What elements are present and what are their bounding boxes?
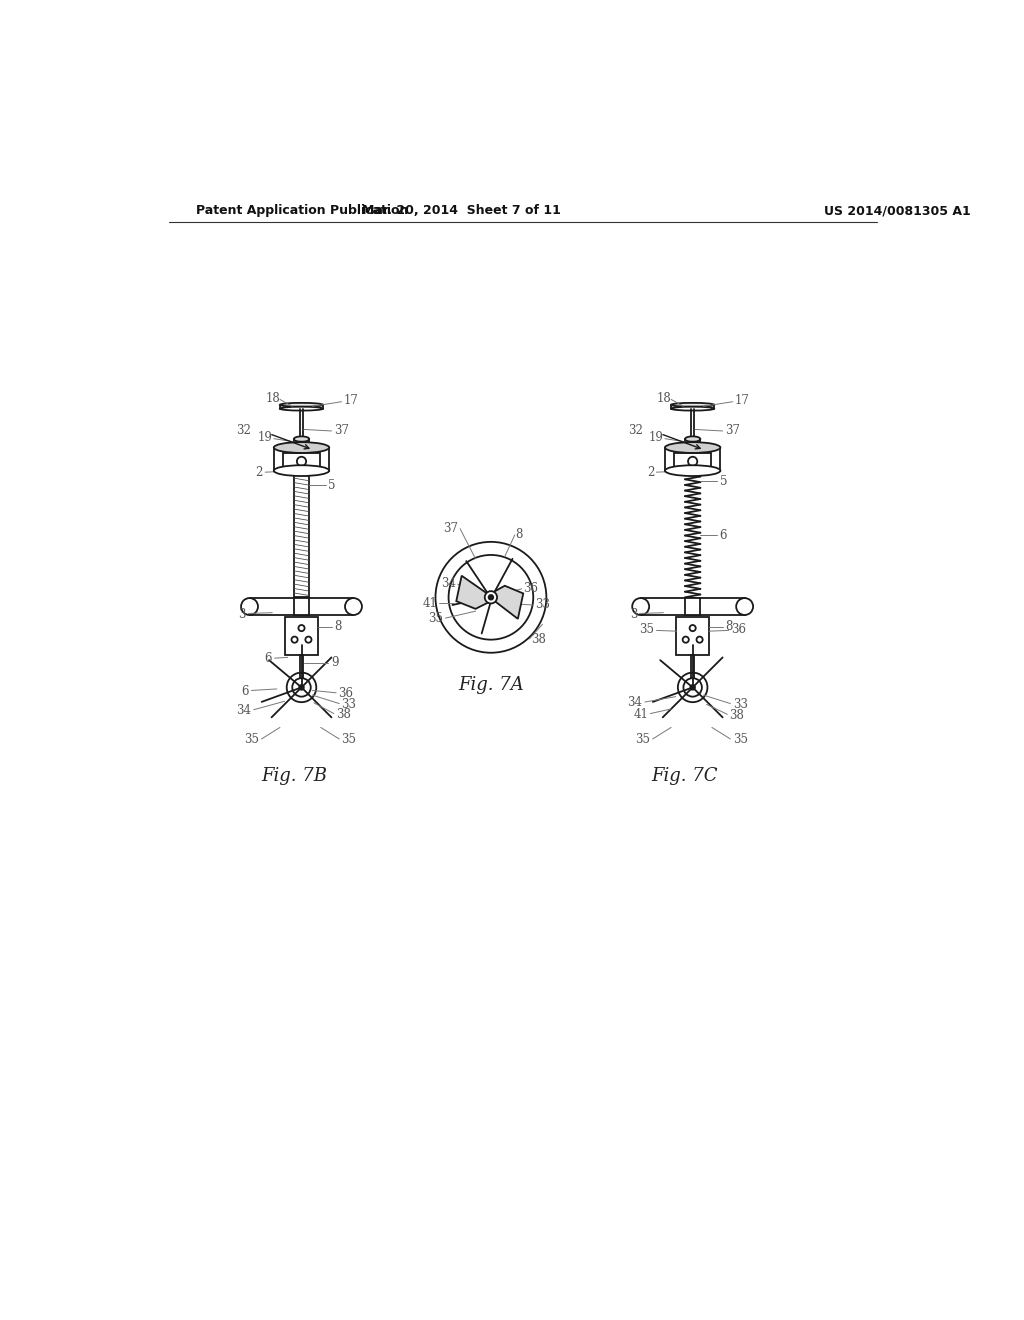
Text: 19: 19 — [648, 432, 664, 445]
Text: 8: 8 — [515, 528, 523, 541]
Text: US 2014/0081305 A1: US 2014/0081305 A1 — [823, 205, 971, 218]
Ellipse shape — [685, 437, 700, 442]
Text: 32: 32 — [628, 424, 643, 437]
Text: 8: 8 — [725, 620, 732, 634]
Text: Fig. 7C: Fig. 7C — [651, 767, 718, 785]
Text: 38: 38 — [336, 708, 351, 721]
Ellipse shape — [685, 442, 700, 447]
Text: 17: 17 — [735, 395, 750, 408]
Circle shape — [690, 685, 695, 689]
Text: 33: 33 — [342, 698, 356, 711]
Text: Mar. 20, 2014  Sheet 7 of 11: Mar. 20, 2014 Sheet 7 of 11 — [362, 205, 561, 218]
Text: 2: 2 — [256, 466, 263, 479]
Text: 35: 35 — [428, 612, 443, 626]
Ellipse shape — [345, 598, 361, 615]
Text: 38: 38 — [531, 634, 546, 647]
Text: 18: 18 — [656, 392, 671, 405]
Text: Patent Application Publication: Patent Application Publication — [196, 205, 409, 218]
Text: 41: 41 — [422, 597, 437, 610]
Text: 5: 5 — [329, 479, 336, 492]
Text: Fig. 7B: Fig. 7B — [261, 767, 327, 785]
Circle shape — [435, 541, 547, 652]
Text: 9: 9 — [331, 656, 338, 669]
Text: 35: 35 — [244, 733, 259, 746]
Ellipse shape — [665, 442, 720, 453]
Text: 34: 34 — [441, 577, 457, 590]
Ellipse shape — [632, 598, 649, 615]
Text: 6: 6 — [720, 529, 727, 541]
Circle shape — [484, 591, 497, 603]
Bar — [677, 616, 709, 655]
Ellipse shape — [294, 437, 309, 442]
Circle shape — [689, 626, 695, 631]
Circle shape — [299, 685, 304, 689]
Bar — [250, 598, 353, 615]
Circle shape — [488, 595, 494, 599]
Text: 5: 5 — [720, 475, 727, 488]
Bar — [294, 474, 309, 597]
Ellipse shape — [273, 465, 330, 477]
Circle shape — [683, 636, 689, 643]
Text: Fig. 7A: Fig. 7A — [458, 676, 524, 694]
Text: 8: 8 — [334, 620, 341, 634]
Ellipse shape — [671, 407, 714, 411]
Text: 3: 3 — [630, 607, 637, 620]
Text: 41: 41 — [633, 708, 648, 721]
Text: 37: 37 — [725, 425, 740, 437]
Text: 34: 34 — [237, 704, 252, 717]
Text: 37: 37 — [334, 425, 349, 437]
Ellipse shape — [665, 465, 720, 477]
Bar — [685, 598, 700, 615]
Text: 32: 32 — [237, 424, 252, 437]
Bar — [286, 616, 317, 655]
Ellipse shape — [273, 442, 330, 453]
Bar — [283, 453, 319, 470]
Circle shape — [297, 457, 306, 466]
Text: 2: 2 — [647, 466, 654, 479]
Text: 35: 35 — [635, 733, 650, 746]
Ellipse shape — [736, 598, 753, 615]
Polygon shape — [457, 576, 490, 609]
Ellipse shape — [280, 407, 323, 411]
Text: 17: 17 — [344, 395, 358, 408]
Text: 3: 3 — [239, 607, 246, 620]
Text: 36: 36 — [731, 623, 746, 636]
Text: 38: 38 — [730, 709, 744, 722]
Circle shape — [298, 626, 304, 631]
Text: 33: 33 — [536, 598, 551, 611]
Circle shape — [292, 678, 310, 697]
Text: 6: 6 — [265, 652, 272, 665]
Text: 18: 18 — [265, 392, 280, 405]
Bar — [674, 453, 711, 470]
Ellipse shape — [280, 403, 323, 407]
Text: 33: 33 — [733, 698, 748, 711]
Bar — [294, 598, 309, 615]
Circle shape — [683, 678, 701, 697]
Text: 36: 36 — [523, 582, 539, 594]
Ellipse shape — [671, 403, 714, 407]
Ellipse shape — [294, 442, 309, 447]
Circle shape — [696, 636, 702, 643]
Text: 19: 19 — [257, 432, 272, 445]
Text: 35: 35 — [733, 733, 748, 746]
Circle shape — [688, 457, 697, 466]
Circle shape — [449, 554, 534, 640]
Circle shape — [292, 636, 298, 643]
Text: 34: 34 — [628, 696, 643, 709]
Text: 36: 36 — [339, 686, 353, 700]
Text: 35: 35 — [639, 623, 654, 636]
Ellipse shape — [241, 598, 258, 615]
Circle shape — [305, 636, 311, 643]
Text: 35: 35 — [342, 733, 356, 746]
Text: 37: 37 — [443, 521, 459, 535]
Polygon shape — [490, 586, 523, 619]
Text: 6: 6 — [242, 685, 249, 698]
Bar — [641, 598, 744, 615]
